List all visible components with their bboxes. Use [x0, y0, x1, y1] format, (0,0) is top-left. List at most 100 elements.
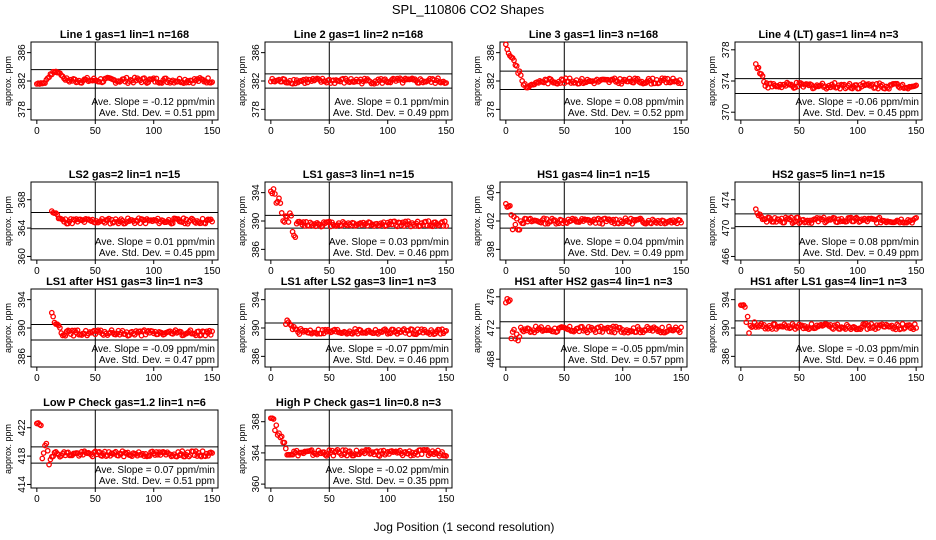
y-tick-label: 368	[17, 191, 28, 208]
x-tick-label: 0	[268, 373, 274, 384]
slope-annotation: Ave. Slope = -0.09 ppm/min	[92, 344, 216, 355]
data-point	[903, 219, 910, 226]
y-tick-label: 386	[17, 348, 28, 365]
data-point	[66, 328, 73, 334]
x-tick-label: 100	[849, 373, 866, 384]
data-point	[831, 80, 838, 86]
x-tick-label: 100	[849, 266, 866, 277]
data-point	[288, 212, 295, 219]
std-dev-annotation: Ave. Std. Dev. = 0.47 ppm	[99, 355, 215, 366]
data-point	[281, 439, 288, 446]
x-tick-label: 100	[614, 126, 631, 137]
data-point	[43, 440, 50, 447]
data-point	[675, 80, 682, 86]
data-point	[678, 324, 685, 331]
chart-panel: LS2 gas=2 lin=1 n=15 0 50 100 150 360 364 368 ap…	[3, 169, 221, 277]
x-tick-label: 100	[849, 126, 866, 137]
data-point	[398, 222, 405, 229]
y-axis-label: approx. ppm	[3, 196, 13, 246]
chart-panel: Line 1 gas=1 lin=1 n=168 0 50 100 150 378 382 3…	[3, 29, 221, 137]
data-point	[507, 297, 513, 303]
data-point	[569, 215, 576, 222]
panel-title: LS1 after LS2 gas=3 lin=1 n=3	[281, 276, 437, 288]
data-point	[545, 80, 551, 87]
data-point	[296, 331, 303, 337]
data-point	[610, 323, 617, 330]
data-point	[511, 57, 517, 64]
std-dev-annotation: Ave. Std. Dev. = 0.52 ppm	[568, 108, 684, 119]
y-axis-label: approx. ppm	[237, 303, 247, 353]
data-point	[762, 325, 769, 332]
y-tick-label: 394	[251, 184, 262, 201]
y-tick-label: 402	[486, 212, 497, 229]
y-tick-label: 364	[251, 444, 262, 461]
y-tick-label: 360	[17, 248, 28, 265]
y-axis-label: approx. ppm	[707, 56, 717, 106]
chart-panel: HS1 after LS1 gas=4 lin=1 n=3 0 50 100 150 38…	[707, 276, 925, 384]
y-tick-label: 370	[721, 103, 732, 120]
data-point	[441, 218, 448, 225]
data-point	[272, 191, 278, 197]
x-tick-label: 0	[738, 126, 744, 137]
data-point	[169, 220, 176, 227]
data-point	[759, 73, 766, 79]
data-point	[287, 321, 293, 328]
y-tick-label: 414	[17, 476, 28, 493]
data-point	[516, 333, 523, 340]
slope-annotation: Ave. Slope = 0.1 ppm/min	[334, 97, 449, 108]
data-point	[626, 75, 633, 82]
panel-title: HS1 after LS1 gas=4 lin=1 n=3	[750, 276, 907, 288]
data-point	[101, 219, 108, 226]
data-point	[746, 330, 752, 336]
data-point	[209, 450, 216, 456]
y-axis-label: approx. ppm	[472, 303, 482, 353]
chart-panel: HS1 after HS2 gas=4 lin=1 n=3 0 50 100 150 46…	[472, 276, 690, 384]
data-point	[179, 448, 186, 454]
data-point	[205, 452, 211, 459]
data-point	[913, 82, 920, 89]
y-axis-label: approx. ppm	[707, 303, 717, 353]
chart-panel: HS2 gas=5 lin=1 n=15 0 50 100 150 466 470 474 ap…	[707, 169, 925, 277]
data-point	[209, 79, 216, 85]
data-point	[873, 80, 880, 87]
data-point	[799, 322, 805, 329]
y-tick-label: 386	[251, 348, 262, 365]
y-tick-label: 390	[721, 319, 732, 336]
plot-frame	[734, 181, 923, 261]
slope-annotation: Ave. Slope = 0.01 ppm/min	[95, 237, 215, 248]
data-point	[516, 226, 523, 233]
std-dev-annotation: Ave. Std. Dev. = 0.57 ppm	[568, 355, 684, 366]
x-tick-label: 150	[673, 373, 690, 384]
data-point	[202, 220, 209, 227]
data-point	[443, 327, 450, 334]
x-tick-label: 150	[908, 373, 925, 384]
plot-frame	[264, 409, 453, 489]
x-tick-label: 150	[673, 266, 690, 277]
y-axis-label: approx. ppm	[472, 56, 482, 106]
data-point	[270, 416, 277, 422]
data-point	[209, 218, 216, 225]
data-point	[678, 219, 685, 226]
x-tick-label: 100	[614, 373, 631, 384]
data-point	[502, 41, 509, 48]
data-point	[50, 313, 57, 320]
data-point	[913, 325, 920, 331]
data-point	[338, 452, 345, 458]
slope-annotation: Ave. Slope = -0.07 ppm/min	[326, 344, 450, 355]
plot-frame	[30, 409, 219, 489]
panel-title: High P Check gas=1 lin=0.8 n=3	[276, 397, 441, 409]
data-point	[40, 450, 47, 456]
data-point	[511, 326, 517, 333]
data-point	[69, 327, 76, 334]
std-dev-annotation: Ave. Std. Dev. = 0.45 ppm	[803, 108, 919, 119]
data-point	[276, 195, 282, 202]
chart-panel: Line 2 gas=1 lin=2 n=168 0 50 100 150 378 382 3…	[237, 29, 455, 137]
data-point	[46, 461, 52, 468]
x-tick-label: 150	[204, 494, 221, 505]
panel-title: LS2 gas=2 lin=1 n=15	[69, 169, 181, 181]
y-axis-label: approx. ppm	[237, 424, 247, 474]
data-point	[513, 63, 520, 69]
data-point	[792, 84, 799, 91]
figure-title: SPL_110806 CO2 Shapes	[392, 2, 545, 17]
